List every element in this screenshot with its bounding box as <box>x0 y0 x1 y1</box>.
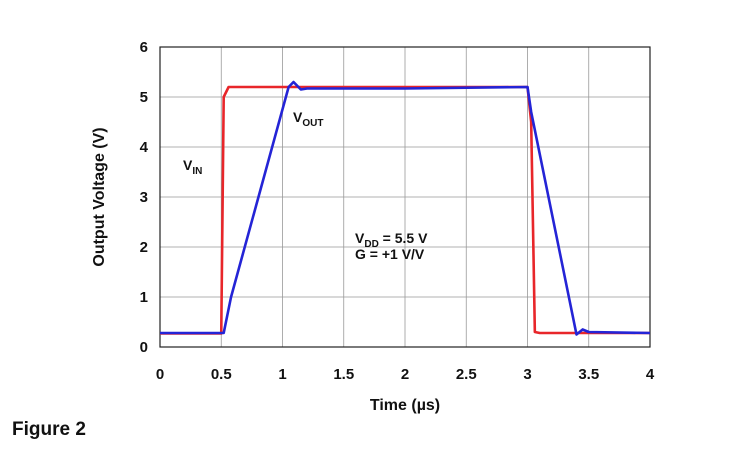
y-tick-label: 2 <box>140 239 148 256</box>
series-label: VIN <box>183 157 202 177</box>
x-tick-label: 4 <box>646 366 655 383</box>
x-tick-label: 3.5 <box>578 366 599 383</box>
label-main: V <box>293 109 303 125</box>
annotation-suffix: = 5.5 V <box>379 230 428 246</box>
x-tick-label: 3 <box>523 366 531 383</box>
annotation: G = +1 V/V <box>355 246 425 262</box>
y-tick-label: 3 <box>140 189 148 206</box>
y-axis-label: Output Voltage (V) <box>91 127 108 266</box>
x-tick-label: 0.5 <box>211 366 232 383</box>
y-tick-label: 1 <box>140 289 148 306</box>
label-subscript: DD <box>364 239 378 250</box>
x-tick-label: 2 <box>401 366 409 383</box>
label-main: V <box>183 157 193 173</box>
annotation: VDD = 5.5 V <box>355 230 428 250</box>
label-subscript: OUT <box>302 118 323 129</box>
y-tick-label: 6 <box>140 39 148 56</box>
plot-frame <box>159 46 651 348</box>
label-subscript: IN <box>192 166 202 177</box>
x-tick-label: 2.5 <box>456 366 477 383</box>
label-main: V <box>355 230 365 246</box>
y-tick-label: 0 <box>140 339 148 356</box>
y-tick-label: 4 <box>140 139 149 156</box>
series-label: VOUT <box>293 109 323 129</box>
x-axis-label: Time (µs) <box>370 397 440 414</box>
x-tick-label: 0 <box>156 366 164 383</box>
y-tick-label: 5 <box>140 89 148 106</box>
caption: Figure 2 <box>12 419 86 440</box>
x-tick-label: 1 <box>278 366 286 383</box>
series-line <box>160 80 651 336</box>
series-line <box>160 85 650 335</box>
x-tick-label: 1.5 <box>333 366 354 383</box>
